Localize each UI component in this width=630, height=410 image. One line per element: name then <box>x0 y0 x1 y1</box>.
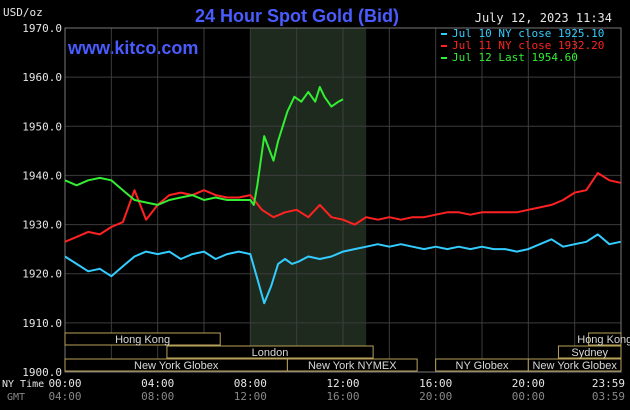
session-label: Hong Kong <box>115 334 170 346</box>
session-box <box>557 345 622 359</box>
y-tick-label: 1940.0 <box>22 169 62 182</box>
session-box <box>64 332 221 346</box>
series-line <box>64 233 621 305</box>
legend-entry: Jul 12 Last 1954.60 <box>452 51 578 64</box>
market-sessions: Hong Kong London New York Globex New York N… <box>64 332 630 372</box>
y-tick-label: 1960.0 <box>22 71 62 84</box>
series-line <box>64 86 344 206</box>
chart-timestamp: July 12, 2023 11:34 <box>475 11 612 25</box>
grid <box>64 27 622 373</box>
x-tick-label-gmt: 16:00 <box>326 390 359 403</box>
x-tick-label-gmt: 04:00 <box>48 390 81 403</box>
session-label: London <box>252 347 289 359</box>
x-row-label-ny: NY Time <box>2 379 44 390</box>
legend-entry: Jul 10 NY close 1925.10 <box>452 27 604 40</box>
x-tick-label-gmt: 03:59 <box>592 390 625 403</box>
x-tick-label-gmt: 12:00 <box>234 390 267 403</box>
x-tick-label-ny: 12:00 <box>326 377 359 390</box>
session-box <box>286 358 418 372</box>
session-label: New York Globex <box>532 360 617 372</box>
x-tick-label-ny: 16:00 <box>419 377 452 390</box>
series-lines <box>64 86 621 305</box>
x-row-label-gmt: GMT <box>7 392 25 403</box>
session-label: New York Globex <box>134 360 219 372</box>
session-label: Hong Kong <box>577 334 630 346</box>
y-axis-label: USD/oz <box>3 6 43 19</box>
x-tick-label-ny: 04:00 <box>141 377 174 390</box>
session-label: NY Globex <box>456 360 509 372</box>
legend-entry: Jul 11 NY close 1932.20 <box>452 39 604 52</box>
y-tick-label: 1910.0 <box>22 317 62 330</box>
x-tick-label-ny: 08:00 <box>234 377 267 390</box>
y-tick-label: 1930.0 <box>22 219 62 232</box>
chart-title: 24 Hour Spot Gold (Bid) <box>195 6 399 26</box>
y-tick-label: 1920.0 <box>22 268 62 281</box>
y-tick-label: 1950.0 <box>22 120 62 133</box>
session-label: Sydney <box>571 347 608 359</box>
y-tick-label: 1970.0 <box>22 22 62 35</box>
session-box <box>527 358 622 372</box>
legend-swatch <box>441 57 447 59</box>
session-box <box>588 332 622 346</box>
session-box <box>166 345 374 359</box>
highlight-band <box>250 28 367 372</box>
plot-frame <box>64 27 622 373</box>
session-label: New York NYMEX <box>308 360 397 372</box>
x-tick-label-ny: 20:00 <box>512 377 545 390</box>
x-tick-label-gmt: 00:00 <box>512 390 545 403</box>
y-tick-label: 1900.0 <box>22 366 62 379</box>
highlight-band-rect <box>250 28 367 372</box>
x-ticks: 00:00 04:00 08:00 12:00 16:00 20:00 23:5904:00… <box>48 377 625 403</box>
y-ticks: 1900.0 1910.0 1920.0 1930.0 1940.0 1950.0 1960… <box>22 22 62 379</box>
x-tick-label-ny: 23:59 <box>592 377 625 390</box>
x-tick-label-gmt: 08:00 <box>141 390 174 403</box>
legend-swatch <box>441 45 447 47</box>
x-tick-label-gmt: 20:00 <box>419 390 452 403</box>
site-watermark: www.kitco.com <box>67 38 198 58</box>
legend-swatch <box>441 33 447 35</box>
x-tick-label-ny: 00:00 <box>48 377 81 390</box>
